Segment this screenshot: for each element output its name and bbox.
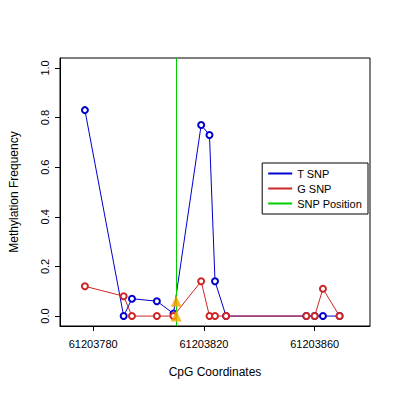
svg-text:0.8: 0.8	[39, 110, 51, 125]
svg-text:T SNP: T SNP	[297, 168, 329, 180]
svg-text:61203780: 61203780	[69, 338, 118, 350]
svg-text:Methylation Frequency: Methylation Frequency	[7, 131, 21, 252]
svg-text:0.6: 0.6	[39, 160, 51, 175]
svg-text:1.0: 1.0	[39, 60, 51, 75]
svg-text:SNP Position: SNP Position	[297, 198, 362, 210]
svg-text:61203820: 61203820	[179, 338, 228, 350]
svg-text:0.2: 0.2	[39, 259, 51, 274]
svg-text:0.4: 0.4	[39, 209, 51, 224]
svg-text:0.0: 0.0	[39, 308, 51, 323]
svg-text:CpG Coordinates: CpG Coordinates	[169, 365, 262, 379]
svg-text:G SNP: G SNP	[297, 183, 331, 195]
svg-text:61203860: 61203860	[290, 338, 339, 350]
